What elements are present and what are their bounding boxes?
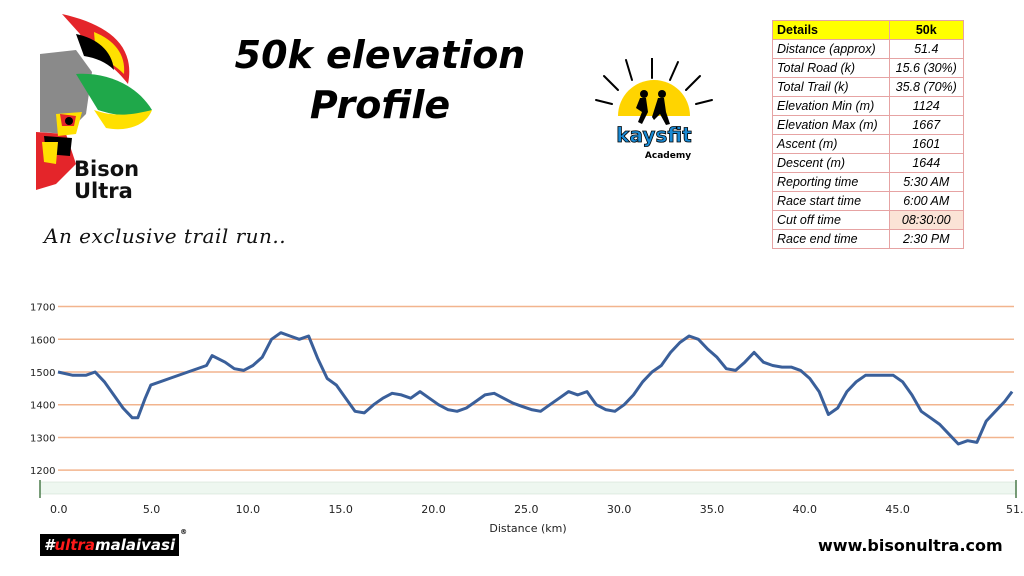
kaysfit-name: kaysfit [616, 123, 692, 147]
hashtag-prefix: # [44, 536, 55, 554]
title-line-2: Profile [309, 83, 451, 127]
details-row-label: Total Trail (k) [772, 77, 890, 97]
logo-line-ultra: Ultra [74, 179, 133, 203]
details-row: Cut off time 08:30:00 [772, 210, 964, 230]
x-tick-label: 0.0 [50, 503, 68, 516]
y-tick-label: 1600 [30, 335, 55, 346]
logo-wordmark: Bison Ultra [74, 158, 139, 202]
x-tick-label: 20.0 [421, 503, 446, 516]
hashtag-suffix: malaivasi [94, 536, 176, 554]
details-header-label: Details [772, 20, 890, 40]
x-tick-label: 15.0 [328, 503, 353, 516]
details-row-label: Cut off time [772, 210, 890, 230]
y-tick-label: 1400 [30, 401, 55, 412]
details-row-value: 1644 [888, 153, 964, 173]
x-tick-label: 25.0 [514, 503, 539, 516]
details-row-value: 15.6 (30%) [888, 58, 964, 78]
logo-line-bison: Bison [74, 157, 140, 181]
details-row-value: 35.8 (70%) [888, 77, 964, 97]
elevation-chart-svg: 1200 1300 1400 1500 1600 1700 0.0 5.0 10.0 15.0 20… [30, 303, 1024, 535]
details-row: Elevation Min (m) 1124 [772, 96, 964, 116]
details-row: Elevation Max (m) 1667 [772, 115, 964, 135]
details-header-row: Details 50k [772, 20, 964, 40]
details-row-value: 08:30:00 [888, 210, 964, 230]
details-row-label: Total Road (k) [772, 58, 890, 78]
details-row-label: Elevation Max (m) [772, 115, 890, 135]
details-row: Ascent (m) 1601 [772, 134, 964, 154]
bison-ultra-logo [36, 14, 154, 210]
details-row-value: 1601 [888, 134, 964, 154]
hashtag-mid: ultra [54, 536, 95, 554]
race-details-table: Details 50k Distance (approx) 51.4 Total R… [772, 20, 964, 254]
details-row-label: Descent (m) [772, 153, 890, 173]
details-row: Total Trail (k) 35.8 (70%) [772, 77, 964, 97]
kaysfit-wordmark: kaysfit Academy [616, 123, 693, 161]
x-axis-label: Distance (km) [489, 522, 566, 535]
x-tick-label: 30.0 [607, 503, 632, 516]
hashtag-badge: #ultramalaivasi ® [40, 528, 187, 556]
details-row-label: Elevation Min (m) [772, 96, 890, 116]
details-row: Reporting time 5:30 AM [772, 172, 964, 192]
details-row-value: 2:30 PM [888, 229, 964, 249]
y-tick-label: 1700 [30, 303, 55, 314]
x-tick-label: 40.0 [793, 503, 818, 516]
details-row-value: 1124 [888, 96, 964, 116]
registered-mark: ® [180, 528, 188, 536]
website-url: www.bisonultra.com [818, 536, 1003, 555]
x-tick-label: 5.0 [143, 503, 161, 516]
elevation-chart: 1200 1300 1400 1500 1600 1700 0.0 5.0 10.0 15.0 20… [0, 288, 1024, 543]
details-row-value: 1667 [888, 115, 964, 135]
details-row-value: 5:30 AM [888, 172, 964, 192]
y-tick-label: 1300 [30, 433, 55, 444]
details-row-label: Reporting time [772, 172, 890, 192]
y-tick-label: 1500 [30, 368, 55, 379]
details-row: Total Road (k) 15.6 (30%) [772, 58, 964, 78]
kaysfit-logo: kaysfit Academy [590, 57, 720, 168]
x-axis-strip [39, 481, 1017, 495]
details-row-label: Ascent (m) [772, 134, 890, 154]
kaysfit-sub: Academy [645, 151, 691, 161]
page-title: 50k elevation Profile [200, 30, 560, 130]
details-row-label: Race start time [772, 191, 890, 211]
x-tick-label: 10.0 [236, 503, 261, 516]
x-tick-label: 45.0 [885, 503, 910, 516]
details-row: Descent (m) 1644 [772, 153, 964, 173]
details-row-value: 51.4 [888, 39, 964, 59]
details-row-label: Race end time [772, 229, 890, 249]
tagline: An exclusive trail run.. [44, 224, 287, 248]
details-header-value: 50k [888, 20, 964, 40]
details-row-value: 6:00 AM [888, 191, 964, 211]
details-row: Distance (approx) 51.4 [772, 39, 964, 59]
x-tick-label: 51.5 [1006, 503, 1024, 516]
elevation-line [57, 331, 1014, 446]
title-line-1: 50k elevation [234, 33, 526, 77]
y-tick-label: 1200 [30, 466, 55, 477]
details-row: Race end time 2:30 PM [772, 229, 964, 249]
x-tick-label: 35.0 [700, 503, 725, 516]
details-row-label: Distance (approx) [772, 39, 890, 59]
details-row: Race start time 6:00 AM [772, 191, 964, 211]
